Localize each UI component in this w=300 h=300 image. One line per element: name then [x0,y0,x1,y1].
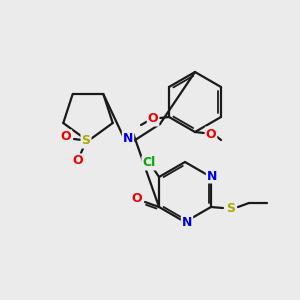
Text: Cl: Cl [142,157,156,169]
Text: S: S [82,134,91,148]
Text: O: O [148,112,158,125]
Text: N: N [207,169,217,182]
Text: O: O [206,128,216,140]
Text: O: O [61,130,71,143]
Text: N: N [182,217,192,230]
Text: O: O [132,193,142,206]
Text: N: N [123,131,133,145]
Text: O: O [73,154,83,167]
Text: S: S [226,202,236,215]
